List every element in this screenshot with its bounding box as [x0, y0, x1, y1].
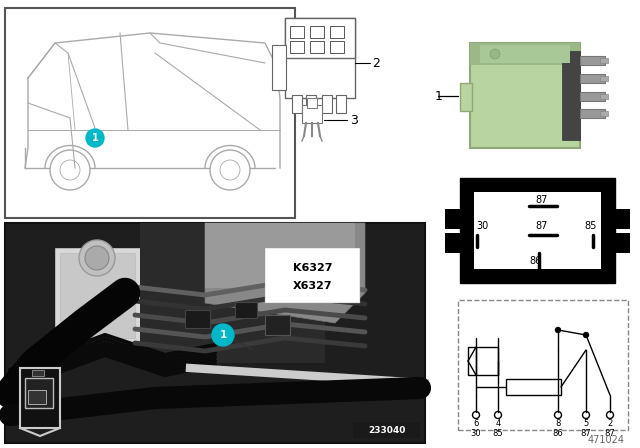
Bar — [562, 51, 580, 140]
Bar — [290, 26, 304, 38]
Bar — [265, 315, 290, 335]
Text: 1: 1 — [220, 330, 227, 340]
Bar — [20, 368, 60, 428]
Bar — [272, 45, 286, 90]
Bar — [322, 95, 332, 113]
Text: 2: 2 — [607, 418, 612, 427]
Bar — [265, 248, 360, 303]
Bar — [205, 223, 355, 288]
Text: 5: 5 — [584, 418, 589, 427]
Bar — [506, 379, 561, 395]
Circle shape — [584, 332, 589, 337]
Bar — [307, 98, 317, 108]
Text: 3: 3 — [350, 113, 358, 126]
Bar — [612, 233, 630, 253]
Polygon shape — [205, 223, 365, 323]
Bar — [480, 45, 570, 63]
Bar — [285, 18, 355, 98]
Bar — [474, 192, 601, 269]
Bar — [292, 95, 302, 113]
Text: 86: 86 — [529, 256, 541, 266]
Text: 30: 30 — [476, 221, 488, 231]
Bar — [28, 390, 46, 404]
Circle shape — [50, 150, 90, 190]
Bar — [55, 248, 145, 343]
Circle shape — [85, 246, 109, 270]
Bar — [336, 95, 346, 113]
Bar — [460, 83, 472, 111]
Text: 4: 4 — [495, 418, 500, 427]
Text: 30: 30 — [470, 428, 481, 438]
Bar — [600, 111, 608, 116]
Bar — [580, 74, 605, 83]
Circle shape — [212, 324, 234, 346]
Bar — [290, 41, 304, 53]
Bar — [330, 41, 344, 53]
Text: 8: 8 — [556, 418, 561, 427]
Bar — [580, 92, 605, 101]
Text: X6327: X6327 — [293, 281, 333, 291]
Text: 87: 87 — [536, 221, 548, 231]
Text: 1: 1 — [92, 133, 99, 143]
Text: 471024: 471024 — [588, 435, 625, 445]
Bar — [285, 18, 355, 58]
Circle shape — [60, 160, 80, 180]
Bar — [580, 109, 605, 118]
Bar — [32, 370, 44, 376]
Bar — [445, 233, 463, 253]
Text: 85: 85 — [493, 428, 503, 438]
Circle shape — [556, 327, 561, 332]
Circle shape — [86, 129, 104, 147]
Bar — [25, 378, 53, 408]
Circle shape — [210, 150, 250, 190]
Bar — [445, 209, 463, 229]
Text: 87: 87 — [580, 428, 591, 438]
Text: 233040: 233040 — [368, 426, 406, 435]
Bar — [353, 422, 420, 438]
Circle shape — [220, 160, 240, 180]
Bar — [302, 105, 322, 123]
Bar — [306, 95, 316, 113]
Bar — [600, 94, 608, 99]
Bar — [185, 310, 210, 328]
Bar — [5, 223, 425, 443]
Text: 6: 6 — [474, 418, 479, 427]
Circle shape — [79, 240, 115, 276]
Bar — [600, 58, 608, 63]
Bar — [140, 223, 325, 363]
Bar — [470, 43, 580, 148]
Bar — [5, 8, 295, 218]
Bar — [330, 26, 344, 38]
Text: K6327: K6327 — [293, 263, 333, 273]
Text: 2: 2 — [372, 56, 380, 69]
Bar — [310, 41, 324, 53]
Bar — [458, 300, 628, 430]
Bar — [460, 178, 615, 283]
Text: 87: 87 — [605, 428, 616, 438]
Text: 86: 86 — [552, 428, 563, 438]
Bar — [580, 56, 605, 65]
Bar — [310, 26, 324, 38]
Bar — [60, 253, 135, 338]
Text: 1: 1 — [435, 90, 443, 103]
Text: 85: 85 — [585, 221, 597, 231]
Text: 87: 87 — [536, 195, 548, 205]
Circle shape — [490, 49, 500, 59]
Bar — [470, 43, 580, 65]
Bar — [235, 302, 257, 318]
Bar — [612, 209, 630, 229]
Bar — [468, 347, 498, 375]
Bar — [600, 76, 608, 81]
